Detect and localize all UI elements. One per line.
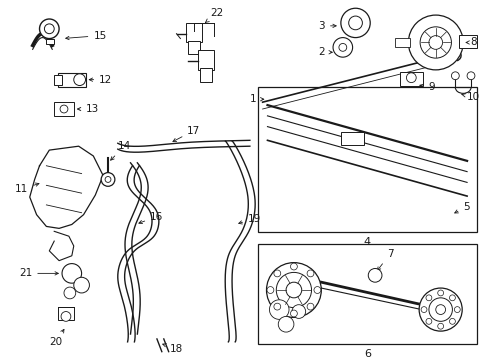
Circle shape [278, 316, 293, 332]
Text: 20: 20 [49, 329, 64, 347]
Circle shape [64, 287, 76, 299]
Circle shape [60, 105, 68, 113]
Circle shape [291, 305, 305, 318]
Circle shape [101, 172, 115, 186]
Bar [257, 87, 476, 232]
Bar [58, 73, 85, 86]
Text: 13: 13 [77, 104, 99, 114]
Bar [46, 39, 54, 44]
Circle shape [61, 311, 71, 321]
Circle shape [448, 318, 454, 324]
Circle shape [453, 307, 459, 312]
Text: 21: 21 [19, 269, 58, 278]
Circle shape [266, 263, 321, 318]
Circle shape [425, 295, 431, 301]
Circle shape [306, 303, 313, 310]
Text: 5: 5 [454, 202, 469, 213]
Text: 10: 10 [461, 92, 479, 102]
Circle shape [62, 264, 81, 283]
Text: 7: 7 [377, 249, 393, 270]
Text: 19: 19 [238, 213, 261, 224]
Bar [257, 244, 476, 344]
Circle shape [40, 19, 59, 39]
Text: 2: 2 [318, 47, 331, 57]
Circle shape [448, 295, 454, 301]
Bar [340, 131, 364, 145]
Text: 22: 22 [205, 8, 224, 22]
Bar [58, 307, 74, 320]
Circle shape [367, 269, 381, 282]
Circle shape [419, 27, 450, 58]
Circle shape [74, 74, 85, 86]
Circle shape [273, 303, 280, 310]
Text: 1: 1 [249, 94, 263, 104]
Circle shape [276, 273, 311, 308]
Circle shape [418, 288, 461, 331]
Circle shape [313, 287, 320, 293]
Circle shape [44, 24, 54, 34]
Text: 15: 15 [65, 31, 106, 41]
Circle shape [420, 307, 426, 312]
Circle shape [435, 305, 445, 315]
Text: 6: 6 [363, 348, 370, 359]
Text: 4: 4 [363, 237, 370, 247]
Circle shape [266, 287, 273, 293]
Bar [186, 23, 202, 42]
Bar [394, 37, 409, 48]
Text: 8: 8 [465, 37, 476, 48]
Circle shape [425, 318, 431, 324]
Text: 18: 18 [163, 343, 183, 354]
Circle shape [74, 277, 89, 293]
Bar [54, 102, 74, 116]
Bar [458, 35, 476, 48]
Bar [188, 41, 200, 54]
Circle shape [428, 36, 442, 49]
Text: 11: 11 [15, 183, 39, 194]
Circle shape [437, 323, 443, 329]
Text: 9: 9 [419, 82, 434, 93]
Circle shape [466, 72, 474, 80]
Circle shape [290, 310, 297, 317]
Circle shape [332, 37, 352, 57]
Bar [399, 72, 422, 86]
Bar [200, 68, 211, 82]
Circle shape [306, 270, 313, 277]
Circle shape [290, 263, 297, 270]
Circle shape [437, 290, 443, 296]
Circle shape [450, 72, 458, 80]
Circle shape [273, 270, 280, 277]
Circle shape [269, 300, 288, 319]
Text: 17: 17 [173, 126, 200, 141]
Circle shape [348, 16, 362, 30]
Text: 3: 3 [318, 21, 335, 31]
Circle shape [285, 282, 301, 298]
Circle shape [105, 176, 111, 183]
Circle shape [407, 15, 462, 70]
Bar [198, 50, 213, 70]
Circle shape [338, 44, 346, 51]
Circle shape [406, 73, 415, 82]
Circle shape [340, 8, 369, 37]
Text: 14: 14 [110, 141, 131, 160]
Text: 16: 16 [139, 212, 163, 224]
Bar [54, 75, 62, 85]
Circle shape [428, 298, 451, 321]
Text: 12: 12 [89, 75, 112, 85]
